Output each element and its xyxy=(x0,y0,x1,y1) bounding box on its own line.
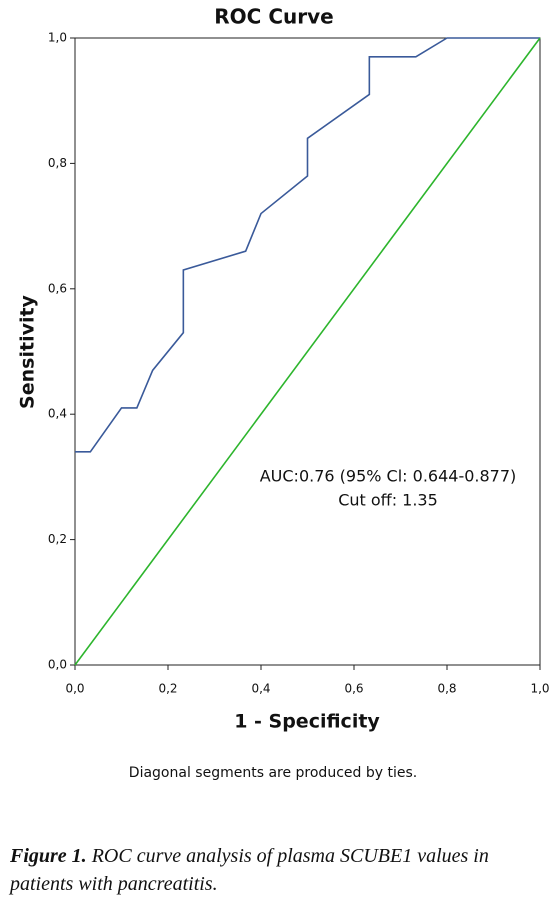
y-tick-label: 0,6 xyxy=(48,281,67,295)
roc-line xyxy=(75,37,540,453)
y-axis-label: Sensitivity xyxy=(17,294,39,408)
y-tick-label: 0,8 xyxy=(48,156,67,170)
caption: Figure 1. ROC curve analysis of plasma S… xyxy=(10,842,550,898)
roc-line xyxy=(74,37,541,666)
x-tick-label: 0,6 xyxy=(344,682,363,696)
x-tick-label: 0,0 xyxy=(65,682,84,696)
note: Diagonal segments are produced by ties. xyxy=(129,765,417,781)
chart: ROC Curve 1 - Specificity Sensitivity AU… xyxy=(17,5,550,782)
x-tick-label: 0,8 xyxy=(437,682,456,696)
x-tick-label: 0,2 xyxy=(158,682,177,696)
chart-title: ROC Curve xyxy=(214,5,333,29)
y-tick-label: 0,0 xyxy=(48,658,67,672)
plot-frame xyxy=(74,37,541,666)
caption-label: Figure 1. xyxy=(10,845,87,867)
x-tick-label: 1,0 xyxy=(530,682,549,696)
y-tick-label: 0,2 xyxy=(48,532,67,546)
x-axis-label: 1 - Specificity xyxy=(234,711,380,733)
annotation: Cut off: 1.35 xyxy=(338,491,438,510)
y-tick-label: 1,0 xyxy=(48,31,67,45)
y-tick-label: 0,4 xyxy=(48,407,67,421)
caption-text: ROC curve analysis of plasma SCUBE1 valu… xyxy=(10,845,489,895)
annotation: AUC:0.76 (95% Cl: 0.644-0.877) xyxy=(260,467,517,486)
x-tick-label: 0,4 xyxy=(251,682,270,696)
